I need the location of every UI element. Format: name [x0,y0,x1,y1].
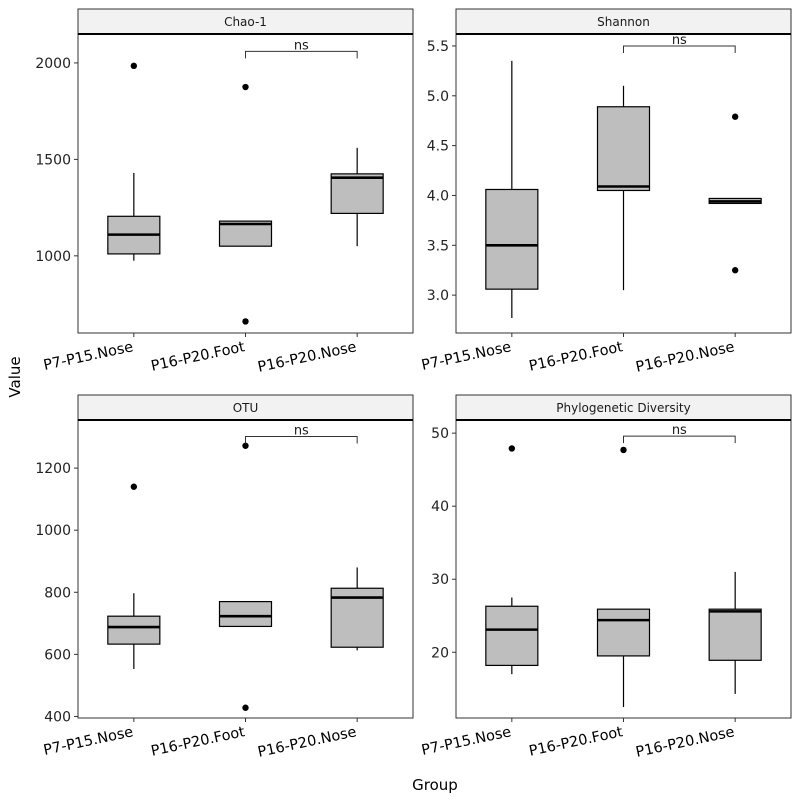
box-body [485,188,539,290]
y-tick-label: 4.0 [427,188,449,204]
significance-label: ns [672,423,687,438]
x-tick-label: P16-P20.Foot [528,339,625,375]
box-2 [330,147,384,247]
box-0 [107,62,161,261]
x-tick-label: P16-P20.Foot [150,724,247,760]
significance-bracket [623,435,736,444]
outlier-point [130,483,138,490]
outlier-point [242,83,249,91]
y-tick-label: 1500 [35,152,71,168]
y-tick-label: 400 [44,709,71,725]
y-tick-label: 20 [431,645,449,661]
box-2 [708,113,762,274]
x-tick-label: P7-P15.Nose [420,339,513,374]
y-tick-label: 1200 [35,461,71,477]
facet-strip [77,394,414,421]
box-2 [330,567,384,651]
outlier-point [620,446,627,454]
outlier-point [130,62,138,70]
box-1 [596,446,651,708]
y-tick-label: 4.5 [427,139,449,155]
significance-label: ns [672,33,687,48]
panel-3: Phylogenetic Diversity 20 30 40 50 P7-P15.Nos… [420,394,792,761]
box-body [330,173,384,215]
box-body [708,608,762,661]
box-0 [485,60,539,319]
x-tick-label: P16-P20.Nose [634,339,736,376]
outlier-point [242,442,249,449]
panels-group: Chao-1 1000 1500 2000 P7-P15.Nose P16-P20.Foo… [35,8,792,761]
panel-0: Chao-1 1000 1500 2000 P7-P15.Nose P16-P20.Foo… [35,8,414,376]
outlier-point [242,318,249,325]
x-tick-label: P16-P20.Foot [150,339,247,375]
box-1 [596,85,651,291]
box-1 [218,83,273,325]
y-tick-label: 3.0 [427,288,449,304]
box-body [218,600,273,628]
y-tick-label: 2000 [35,56,71,72]
x-tick-label: P16-P20.Nose [256,339,358,376]
x-tick-label: P7-P15.Nose [42,339,135,374]
x-tick-label: P16-P20.Foot [528,724,625,760]
y-tick-label: 1000 [35,523,71,539]
significance-bracket [245,50,358,59]
x-tick-label: P7-P15.Nose [42,724,135,759]
outlier-point [731,267,739,274]
facet-title: OTU [233,401,259,415]
outlier-point [242,704,249,711]
significance-label: ns [294,423,309,438]
y-tick-label: 600 [44,647,71,663]
outlier-point [731,113,739,120]
plot-border [77,419,414,719]
facet-title: Chao-1 [224,15,267,29]
panel-1: Shannon 3.0 3.5 4.0 4.5 5.0 5.5 P7-P15.Nose P16-… [420,8,792,376]
panel-2: OTU 400 600 800 1000 1200 P7-P15.Nose P16-P20.F… [35,394,414,761]
y-tick-label: 1000 [35,249,71,265]
y-tick-label: 40 [431,499,449,515]
x-tick-label: P16-P20.Nose [634,724,736,761]
y-tick-label: 800 [44,585,71,601]
significance-bracket [245,435,358,444]
box-body [596,106,651,192]
y-tick-label: 50 [431,426,449,442]
significance-label: ns [294,38,309,53]
box-body [107,615,161,645]
facet-strip [455,394,792,421]
y-axis-title: Value [6,356,24,397]
x-tick-label: P16-P20.Nose [256,724,358,761]
outlier-point [508,445,516,452]
facet-title: Shannon [597,15,650,29]
x-tick-label: P7-P15.Nose [420,724,513,759]
box-2 [708,571,762,694]
box-0 [107,483,161,669]
facet-strip [77,8,414,35]
facet-title: Phylogenetic Diversity [556,401,690,415]
box-1 [218,442,273,711]
y-tick-label: 5.5 [427,39,449,55]
y-tick-label: 3.5 [427,238,449,254]
box-body [485,605,539,667]
box-body [596,608,651,657]
x-axis-title: Group [412,776,458,794]
y-tick-label: 30 [431,572,449,588]
box-0 [485,445,539,675]
y-tick-label: 5.0 [427,89,449,105]
significance-bracket [623,45,736,53]
